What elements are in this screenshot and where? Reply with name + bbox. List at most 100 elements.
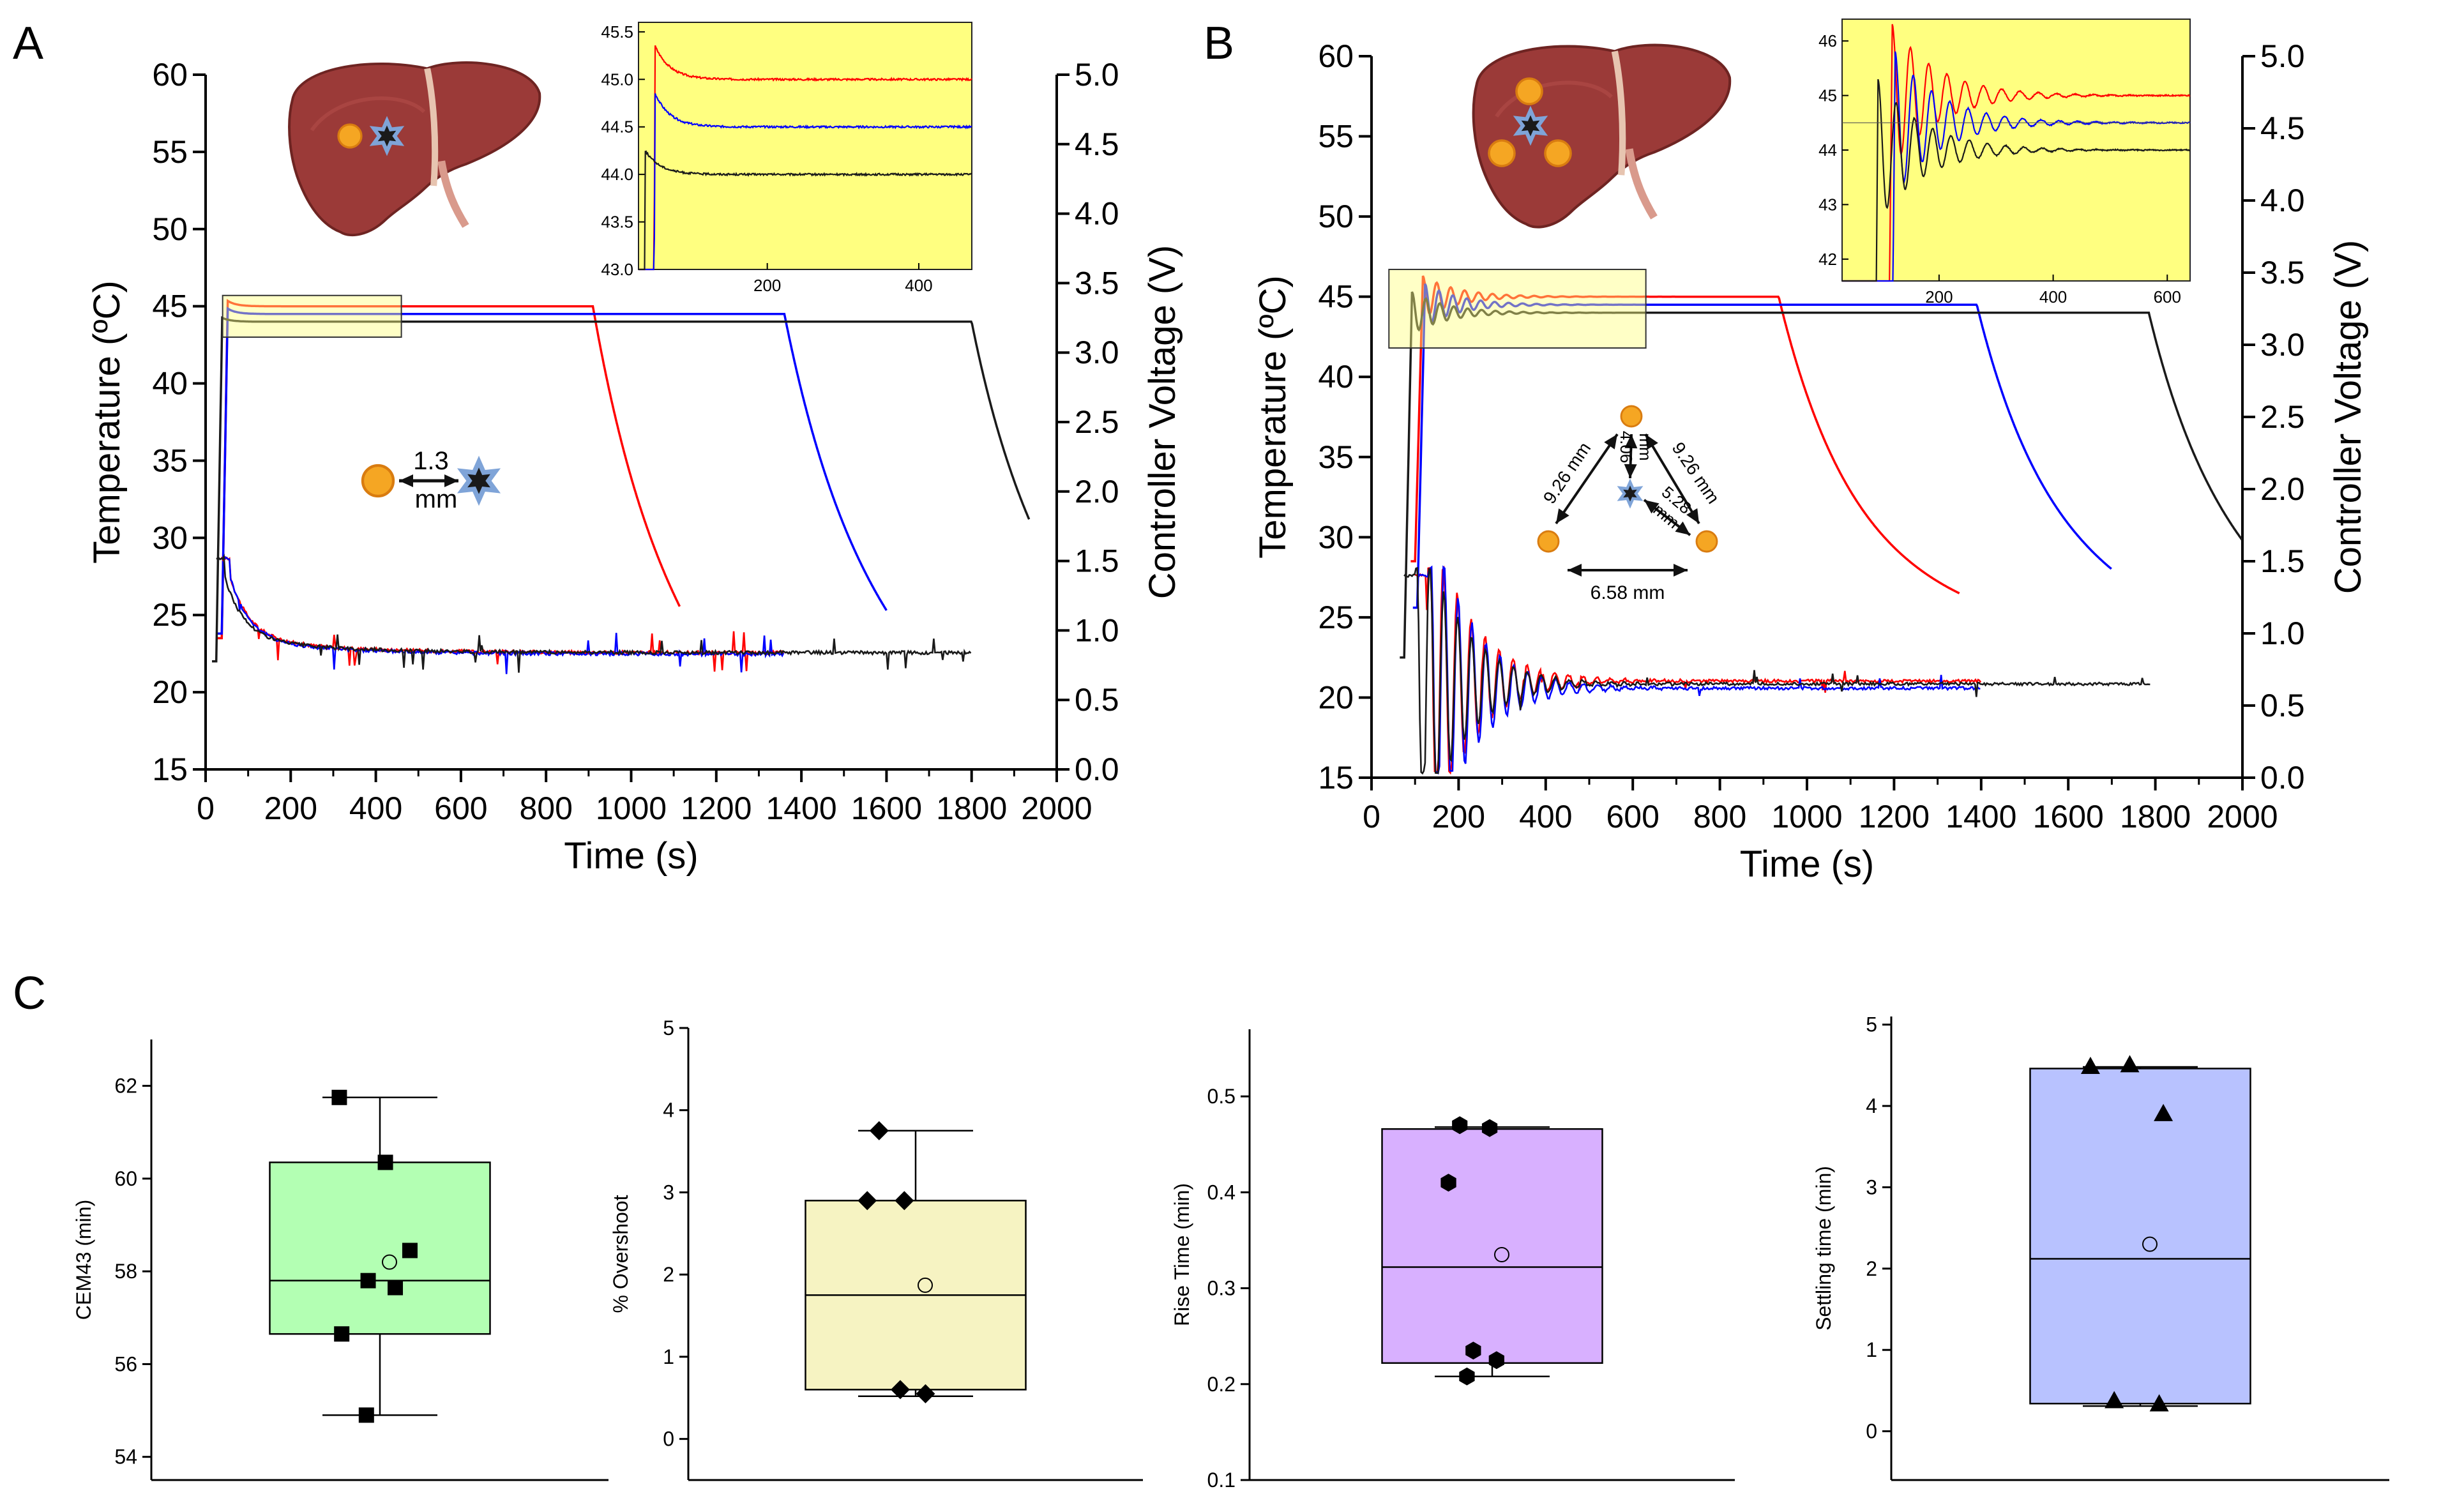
y-tick-label: 1 bbox=[663, 1345, 674, 1368]
distance-arrow-left-head bbox=[1556, 508, 1569, 524]
x-tick-label: 400 bbox=[1519, 799, 1572, 835]
y2-tick-label: 2.0 bbox=[2260, 471, 2305, 507]
inset-x-tick-label: 200 bbox=[1925, 287, 1953, 306]
x-tick-label: 1800 bbox=[2120, 799, 2191, 835]
distance-label-vertical-unit: mm bbox=[1636, 433, 1655, 460]
x-tick-label: 0 bbox=[197, 790, 215, 826]
liver-icon bbox=[1472, 43, 1732, 229]
inset-y-tick-label: 42 bbox=[1818, 250, 1837, 269]
y-tick-label: 58 bbox=[114, 1260, 137, 1283]
data-point bbox=[2080, 1056, 2100, 1074]
y-tick-label: 40 bbox=[1318, 359, 1354, 395]
y2-tick-label: 4.5 bbox=[1075, 126, 1119, 162]
tumor-dot-icon bbox=[1515, 77, 1543, 105]
inset-y-tick-label: 45.5 bbox=[601, 22, 633, 42]
data-point bbox=[360, 1273, 376, 1288]
x-axis-label: Time (s) bbox=[564, 835, 698, 877]
tumor-dot-icon bbox=[1620, 405, 1643, 428]
y-tick-label: 0.3 bbox=[1207, 1277, 1236, 1300]
y-tick-label: 2 bbox=[663, 1263, 674, 1286]
box-iqr bbox=[2029, 1068, 2251, 1405]
box-mean bbox=[1494, 1247, 1509, 1262]
y2-tick-label: 4.0 bbox=[1075, 196, 1119, 232]
x-tick-label: 0 bbox=[1363, 799, 1380, 835]
temperature-trace-black bbox=[1400, 291, 2243, 659]
x-tick-label: 1000 bbox=[596, 790, 667, 826]
y-tick-label: 62 bbox=[114, 1075, 137, 1098]
y-axis-label: Settling time (min) bbox=[1812, 1166, 1835, 1331]
x-tick-label: 600 bbox=[434, 790, 487, 826]
y-tick-label: 20 bbox=[1318, 679, 1354, 715]
liver-duct bbox=[1625, 148, 1658, 220]
data-point bbox=[377, 1154, 393, 1170]
liver-ligament bbox=[1611, 50, 1626, 176]
data-point bbox=[2105, 1391, 2124, 1409]
y-tick-label: 50 bbox=[1318, 199, 1354, 234]
voltage-trace-red bbox=[1414, 565, 1982, 775]
distance-arrow-bottom-head bbox=[1674, 564, 1688, 577]
y-tick-label: 55 bbox=[152, 134, 188, 170]
y-tick-label: 56 bbox=[114, 1352, 137, 1375]
inset-plot bbox=[638, 22, 972, 270]
y2-tick-label: 0.0 bbox=[1075, 752, 1119, 787]
tumor-dot-icon bbox=[1544, 139, 1572, 167]
inset-y-tick-label: 46 bbox=[1818, 31, 1837, 50]
y-tick-label: 5 bbox=[663, 1016, 674, 1039]
voltage-trace-red bbox=[221, 555, 785, 672]
x-tick-label: 1200 bbox=[1859, 799, 1930, 835]
star-probe-icon bbox=[1513, 105, 1548, 146]
data-point bbox=[1465, 1341, 1481, 1360]
x-tick-label: 1200 bbox=[681, 790, 752, 826]
inset-trace-red bbox=[639, 45, 972, 271]
temperature-trace-red bbox=[1410, 275, 1960, 594]
liver-shape bbox=[288, 61, 541, 237]
distance-label-left: 9.26 mm bbox=[1539, 439, 1595, 508]
x-tick-label: 800 bbox=[1693, 799, 1746, 835]
y-tick-label: 1 bbox=[1866, 1338, 1877, 1361]
box-iqr bbox=[269, 1161, 491, 1335]
y-tick-label: 25 bbox=[1318, 600, 1354, 635]
y-tick-label: 0.2 bbox=[1207, 1373, 1236, 1396]
tumor-dot-icon bbox=[361, 464, 395, 498]
y2-axis-label: Controller Voltage (V) bbox=[2327, 240, 2369, 594]
voltage-trace-blue bbox=[221, 555, 785, 674]
chart-a: 0 200 400 600 800 1000 1200 1400 1600 1800 2000 15 2… bbox=[86, 22, 1183, 877]
zoom-region bbox=[1388, 268, 1647, 349]
star-probe-icon bbox=[369, 116, 405, 156]
data-point bbox=[388, 1280, 404, 1296]
inset-x-tick-label: 400 bbox=[2039, 287, 2067, 306]
y2-tick-label: 1.5 bbox=[1075, 543, 1119, 579]
distance-arrow-left bbox=[1555, 433, 1619, 525]
temperature-trace-black bbox=[212, 316, 1031, 663]
distance-arrow-head bbox=[444, 474, 458, 487]
distance-arrow-vertical-head bbox=[1624, 464, 1637, 478]
data-point bbox=[331, 1089, 347, 1105]
x-tick-label: 200 bbox=[1432, 799, 1485, 835]
inset-x-tick-label: 400 bbox=[905, 276, 932, 295]
x-axis-label: Time (s) bbox=[1740, 843, 1874, 885]
y2-tick-label: 0.5 bbox=[1075, 682, 1119, 718]
y2-tick-label: 1.0 bbox=[2260, 616, 2305, 651]
y2-tick-label: 3.5 bbox=[1075, 265, 1119, 301]
data-point bbox=[890, 1380, 910, 1400]
y2-tick-label: 1.0 bbox=[1075, 612, 1119, 648]
y2-tick-label: 4.5 bbox=[2260, 110, 2305, 146]
data-point bbox=[2120, 1055, 2140, 1073]
liver-ligament bbox=[424, 68, 439, 186]
y-tick-label: 60 bbox=[152, 57, 188, 93]
data-point bbox=[916, 1384, 935, 1403]
distance-arrow-bottom-head bbox=[1568, 564, 1582, 577]
y-tick-label: 3 bbox=[663, 1181, 674, 1204]
y-tick-label: 0.1 bbox=[1207, 1469, 1236, 1492]
temperature-trace-red bbox=[217, 299, 681, 640]
panel-label-b: B bbox=[1204, 18, 1234, 69]
data-point bbox=[334, 1326, 350, 1342]
voltage-trace-black bbox=[1403, 566, 2150, 775]
distance-arrow-right bbox=[1644, 433, 1700, 525]
y-tick-label: 35 bbox=[152, 442, 188, 478]
inset-y-tick-label: 44 bbox=[1818, 140, 1837, 160]
inset-y-tick-label: 45 bbox=[1818, 86, 1837, 105]
box-mean bbox=[382, 1254, 397, 1270]
data-point bbox=[1440, 1174, 1456, 1192]
inset-x-tick-label: 600 bbox=[2154, 287, 2181, 306]
